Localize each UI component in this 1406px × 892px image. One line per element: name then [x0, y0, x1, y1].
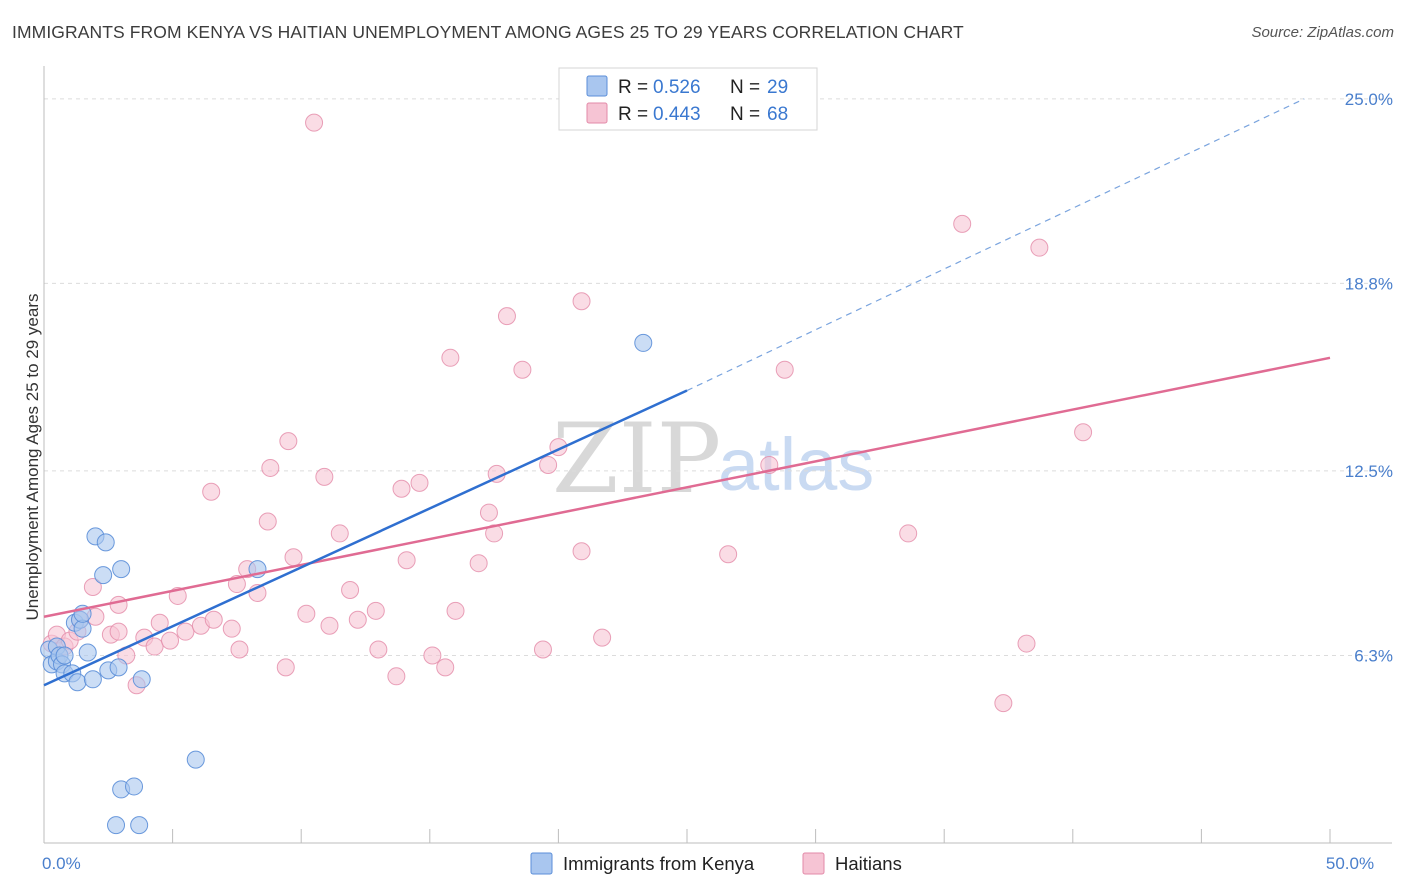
- kenya-point: [132, 670, 151, 689]
- haitians-point: [994, 694, 1013, 713]
- legend-r-value-kenya: 0.526: [653, 77, 701, 98]
- haitians-point: [109, 622, 128, 641]
- kenya-point: [109, 658, 128, 677]
- haitians-point: [230, 640, 249, 659]
- haitians-point: [261, 458, 280, 477]
- haitians-point: [284, 548, 303, 567]
- haitians-point: [320, 616, 339, 635]
- haitians-point: [397, 551, 416, 570]
- haitians-point: [276, 658, 295, 677]
- kenya-point: [107, 816, 126, 835]
- haitians-point: [202, 482, 221, 501]
- haitians-point: [305, 113, 324, 132]
- kenya-point: [112, 560, 131, 579]
- haitians-point: [204, 610, 223, 629]
- kenya-point: [55, 646, 74, 665]
- legend-swatch-haitians: [586, 102, 608, 124]
- kenya-trend-extension: [686, 98, 1305, 392]
- haitians-point: [436, 658, 455, 677]
- haitians-point: [497, 307, 516, 326]
- haitians-point: [572, 292, 591, 311]
- kenya-point: [68, 673, 87, 692]
- legend-n-value-haitians: 68: [767, 104, 788, 125]
- bottom-legend-swatch-kenya: [530, 852, 553, 875]
- haitians-point: [533, 640, 552, 659]
- haitians-point: [1074, 423, 1093, 442]
- y-tick-label: 18.8%: [1345, 274, 1393, 293]
- y-tick-labels: 6.3% 12.5% 18.8% 25.0%: [1345, 90, 1393, 666]
- haitians-point: [953, 214, 972, 233]
- bottom-legend-label-haitians: Haitians: [835, 853, 902, 874]
- y-tick-label: 6.3%: [1354, 646, 1393, 665]
- haitians-point: [479, 503, 498, 522]
- haitians-point: [1017, 634, 1036, 653]
- haitians-point: [348, 610, 367, 629]
- haitians-point: [109, 595, 128, 614]
- haitians-point: [176, 622, 195, 641]
- source-label: Source: ZipAtlas.com: [1251, 24, 1394, 41]
- haitians-point: [279, 432, 298, 451]
- legend-r-value-haitians: 0.443: [653, 104, 701, 125]
- kenya-point: [94, 566, 113, 585]
- x-tick-label: 50.0%: [1326, 854, 1374, 873]
- kenya-point: [125, 777, 144, 796]
- series-haitians-points: [42, 113, 1093, 713]
- chart-title: IMMIGRANTS FROM KENYA VS HAITIAN UNEMPLO…: [12, 22, 964, 42]
- haitians-point: [593, 628, 612, 647]
- haitians-point: [899, 524, 918, 543]
- haitians-point: [423, 646, 442, 665]
- kenya-point: [78, 643, 97, 662]
- y-tick-label: 12.5%: [1345, 462, 1393, 481]
- haitians-point: [446, 601, 465, 620]
- kenya-trend-line: [43, 389, 688, 687]
- haitians-point: [369, 640, 388, 659]
- haitians-point: [315, 467, 334, 486]
- legend-r-label-kenya: R =: [618, 77, 648, 98]
- kenya-point: [83, 670, 102, 689]
- haitians-point: [341, 580, 360, 599]
- haitians-point: [387, 667, 406, 686]
- trend-lines: [43, 98, 1331, 687]
- haitians-point: [297, 604, 316, 623]
- haitians-point: [1030, 238, 1049, 257]
- kenya-point: [96, 533, 115, 552]
- x-tick-label: 0.0%: [42, 854, 81, 873]
- series-kenya-points: [40, 333, 653, 835]
- haitians-point: [258, 512, 277, 531]
- legend-r-label-haitians: R =: [618, 104, 648, 125]
- haitians-point: [572, 542, 591, 561]
- haitians-point: [539, 455, 558, 474]
- kenya-point: [634, 333, 653, 352]
- haitians-point: [83, 578, 102, 597]
- haitians-point: [222, 619, 241, 638]
- haitians-point: [161, 631, 180, 650]
- series-legend: Immigrants from Kenya Haitians: [530, 852, 902, 875]
- stats-legend: R = 0.526 N = 29 R = 0.443 N = 68: [558, 67, 818, 131]
- haitians-trend-line: [43, 356, 1331, 618]
- haitians-point: [775, 360, 794, 379]
- haitians-point: [513, 360, 532, 379]
- y-tick-label: 25.0%: [1345, 90, 1393, 109]
- bottom-legend-swatch-haitians: [802, 852, 825, 875]
- legend-n-label-haitians: N =: [730, 104, 760, 125]
- haitians-point: [441, 348, 460, 367]
- haitians-point: [145, 637, 164, 656]
- kenya-point: [130, 816, 149, 835]
- axes: [43, 66, 1392, 844]
- legend-n-value-kenya: 29: [767, 77, 788, 98]
- legend-swatch-kenya: [586, 75, 608, 97]
- haitians-point: [469, 554, 488, 573]
- haitians-point: [719, 545, 738, 564]
- haitians-point: [392, 479, 411, 498]
- kenya-point: [186, 750, 205, 769]
- legend-n-label-kenya: N =: [730, 77, 760, 98]
- x-tick-labels: 0.0% 50.0%: [42, 854, 1374, 873]
- haitians-point: [366, 601, 385, 620]
- haitians-point: [410, 473, 429, 492]
- y-axis-label: Unemployment Among Ages 25 to 29 years: [23, 294, 42, 621]
- haitians-point: [330, 524, 349, 543]
- bottom-legend-label-kenya: Immigrants from Kenya: [563, 853, 755, 874]
